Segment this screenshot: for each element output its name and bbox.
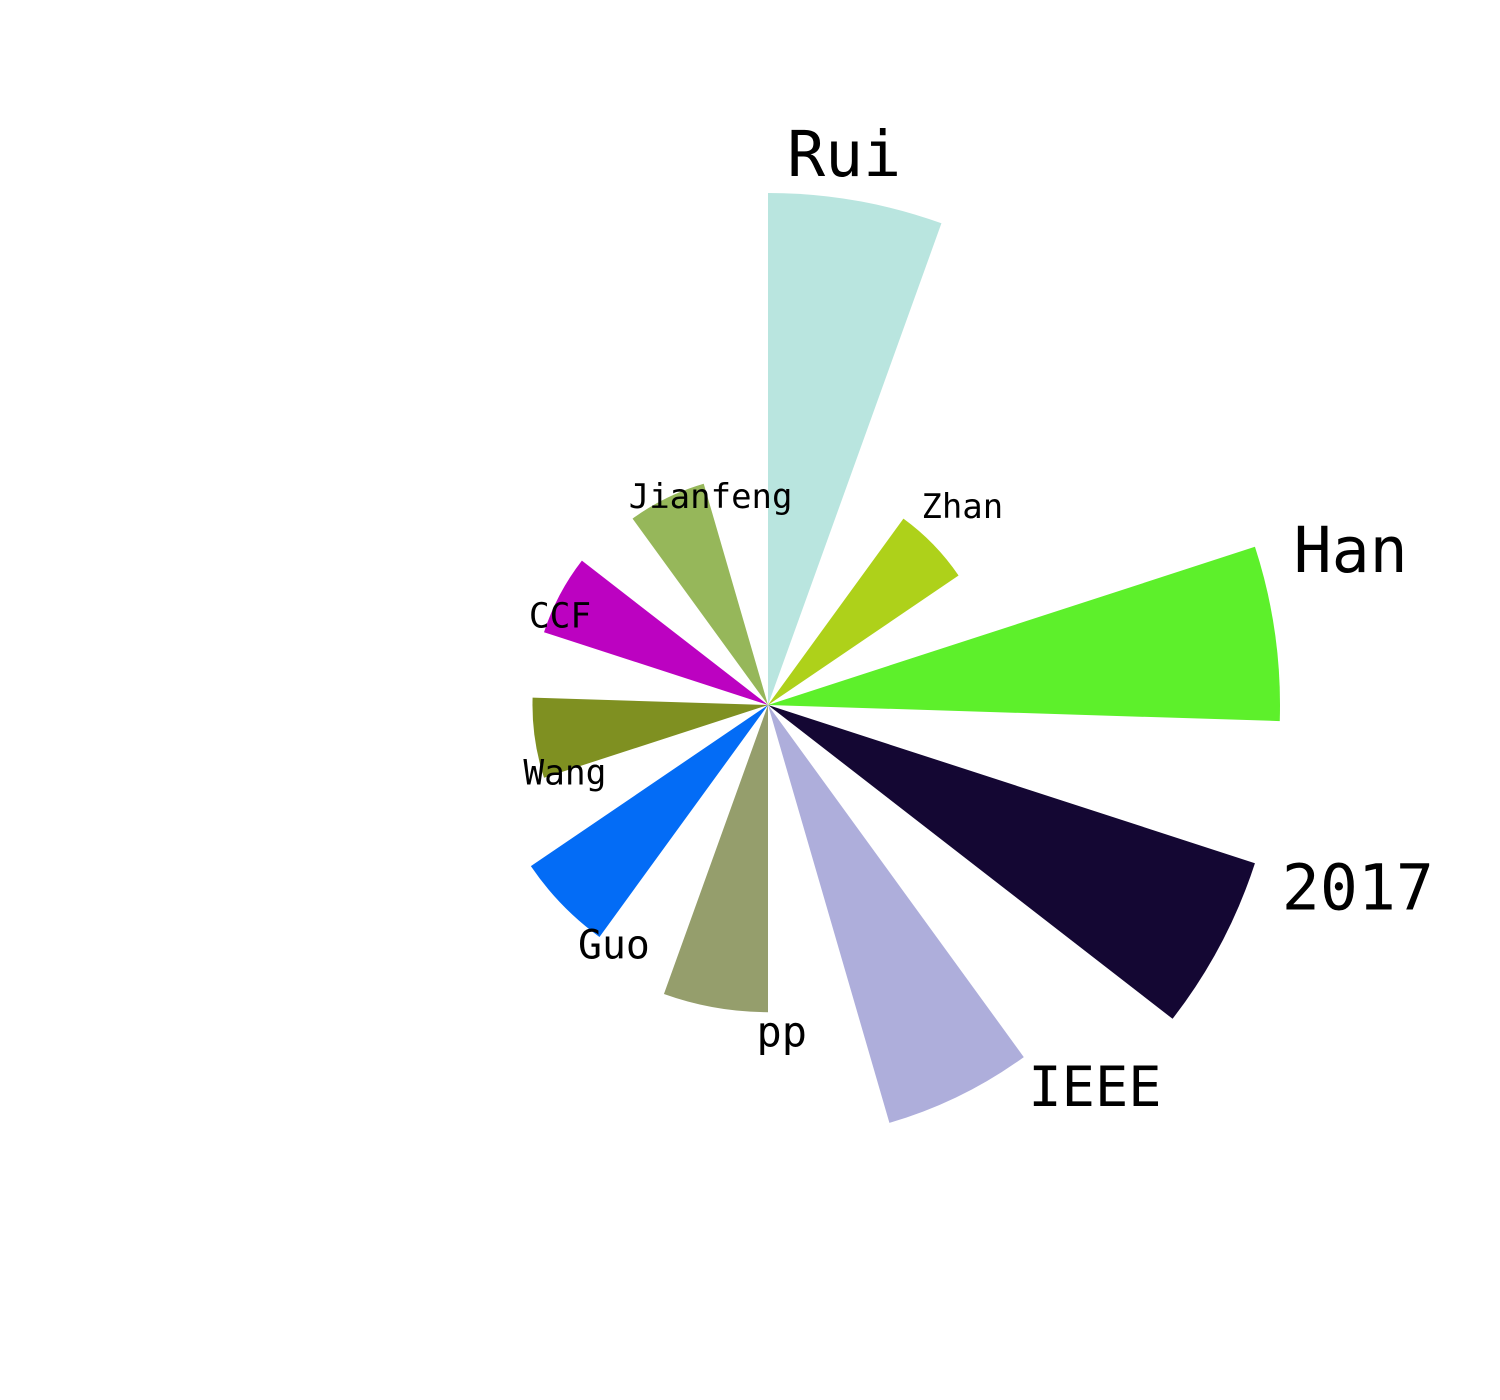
label-2017: 2017 (1282, 851, 1434, 925)
wedge-2017 (768, 705, 1255, 1019)
label-zhan: Zhan (921, 487, 1003, 527)
label-han: Han (1294, 513, 1408, 587)
wedge-zhan (768, 518, 959, 705)
wedge-jianfeng (632, 483, 768, 705)
label-ieee: IEEE (1028, 1056, 1161, 1120)
label-wang: Wang (523, 754, 606, 794)
label-pp: pp (756, 1008, 806, 1057)
label-ccf: CCF (529, 596, 591, 636)
label-rui: Rui (787, 117, 901, 191)
wedge-ieee (768, 705, 1024, 1123)
label-guo: Guo (578, 923, 650, 969)
wedge-ccf (544, 560, 768, 705)
wedge-rui (768, 193, 942, 705)
label-jianfeng: Jianfeng (629, 477, 793, 517)
wedge-wang (532, 697, 768, 778)
wedge-han (768, 546, 1281, 722)
wedge-guo (530, 705, 768, 937)
wedge-pp (663, 705, 768, 1013)
